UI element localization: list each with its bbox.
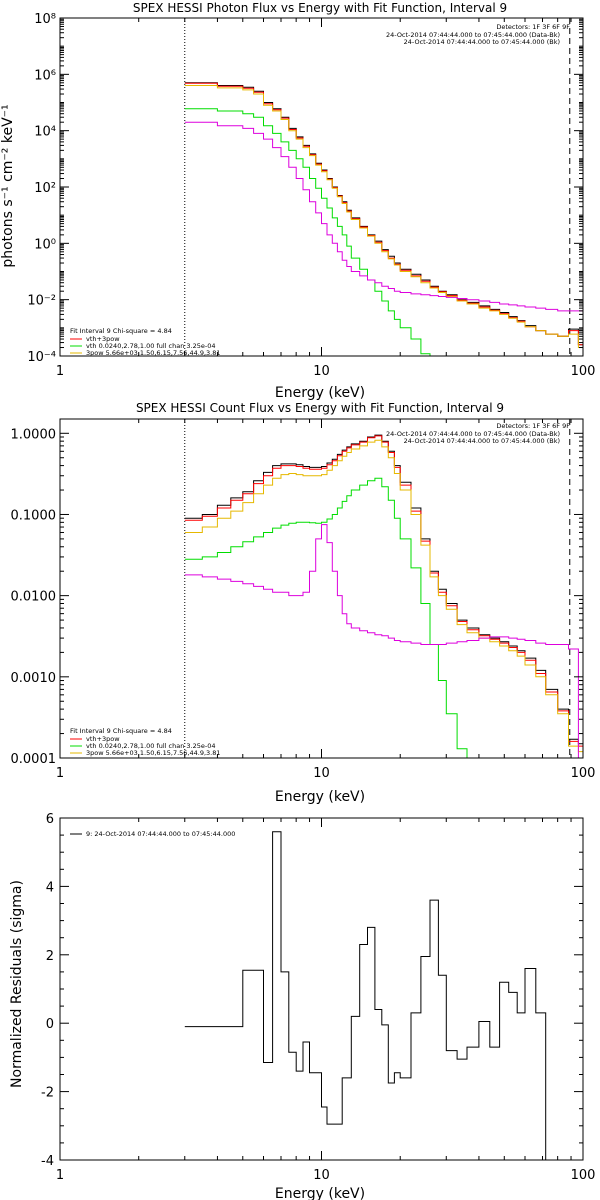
series-line-3: [184, 477, 583, 758]
y-tick-label: 10⁴: [34, 125, 56, 140]
legend-fit-function: vth+3pow: [86, 735, 120, 743]
y-tick-label: 2: [46, 949, 54, 964]
legend-top-right: Detectors: 1F 3F 6F 9F 24-Oct-2014 07:44…: [386, 23, 570, 46]
legend: 9: 24-Oct-2014 07:44:44.000 to 07:45:44.…: [70, 830, 235, 838]
y-tick-label: 0.0001: [11, 752, 57, 767]
axes: 1 10 100 0.0001 0.0010 0.0100 0.1000 1.0000: [11, 418, 596, 781]
y-tick-label: -4: [41, 1154, 54, 1169]
legend-detectors: Detectors: 1F 3F 6F 9F: [496, 23, 570, 31]
legend-bottom-left: Fit Interval 9 Chi-square = 4.84 vth+3po…: [70, 327, 221, 357]
plot-frame: [59, 17, 584, 357]
series-line-1: [184, 82, 583, 346]
x-tick-label: 100: [571, 1168, 596, 1183]
series-group: [184, 831, 583, 1160]
series-line-1: [184, 435, 583, 747]
series-line-2: [184, 439, 583, 753]
axes: 1 10 100 10⁻⁴ 10⁻² 10⁰ 10² 10⁴ 10⁶ 10⁸: [27, 12, 595, 379]
residuals-panel: 1 10 100 -4 -2 0 2 4 6 Energy (keV) Normalized R…: [9, 812, 595, 1200]
x-axis-label: Energy (keV): [275, 1186, 365, 1200]
fit-info: Fit Interval 9 Chi-square = 4.84: [70, 727, 172, 735]
x-tick-label: 100: [571, 766, 596, 781]
y-axis-label: Normalized Residuals (sigma): [9, 880, 25, 1088]
legend-vth: vth 0.0240,2.78,1.00 full chan 3.25e-04: [86, 342, 216, 350]
legend-bk: 24-Oct-2014 07:44:44.000 to 07:45:44.000…: [404, 437, 560, 445]
y-tick-label: 1.0000: [11, 427, 57, 442]
legend-vth: vth 0.0240,2.78,1.00 full chan 3.25e-04: [86, 742, 216, 750]
x-tick-label: 100: [571, 364, 596, 379]
series-line-2: [184, 85, 583, 348]
y-axis-label: photons s⁻¹ cm⁻² keV⁻¹: [0, 104, 16, 267]
plot-frame: [59, 817, 584, 1161]
legend-3pow: 3pow 5.66e+03,1.50,6.15,7.56,44.9,3.81: [86, 349, 221, 357]
x-tick-label: 10: [313, 364, 330, 379]
chart-title: SPEX HESSI Photon Flux vs Energy with Fi…: [133, 1, 507, 15]
y-tick-label: 0.0010: [11, 671, 57, 686]
legend-top-right: Detectors: 1F 3F 6F 9F 24-Oct-2014 07:44…: [386, 422, 570, 445]
x-tick-label: 1: [56, 766, 64, 781]
legend-detectors: Detectors: 1F 3F 6F 9F: [496, 422, 570, 430]
y-tick-label: 6: [46, 812, 54, 827]
legend-data-bk: 24-Oct-2014 07:44:44.000 to 07:45:44.000…: [386, 430, 560, 438]
y-tick-label: 10⁸: [34, 12, 56, 27]
series-line-4: [184, 121, 583, 312]
y-tick-label: 10⁻²: [27, 294, 56, 309]
x-tick-label: 10: [313, 1168, 330, 1183]
legend-fit-function: vth+3pow: [86, 335, 120, 343]
series-group: [184, 419, 583, 758]
series-line-0: [184, 82, 583, 346]
y-tick-label: 10²: [34, 181, 56, 196]
legend-bk: 24-Oct-2014 07:44:44.000 to 07:45:44.000…: [404, 38, 560, 46]
x-tick-label: 1: [56, 1168, 64, 1183]
y-tick-label: 10⁰: [34, 237, 56, 252]
series-line-0: [184, 831, 583, 1160]
axes: 1 10 100 -4 -2 0 2 4 6: [41, 812, 595, 1183]
photon-flux-panel: SPEX HESSI Photon Flux vs Energy with Fi…: [0, 1, 595, 401]
fit-info: Fit Interval 9 Chi-square = 4.84: [70, 327, 172, 335]
x-tick-label: 10: [313, 766, 330, 781]
x-tick-label: 1: [56, 364, 64, 379]
y-tick-label: 10⁻⁴: [27, 350, 56, 365]
plot-frame: [59, 418, 584, 759]
y-tick-label: 0: [46, 1017, 54, 1032]
series-line-0: [184, 434, 583, 745]
y-tick-label: 10⁶: [34, 68, 56, 83]
y-tick-label: -2: [41, 1086, 54, 1101]
y-tick-label: 0.0100: [11, 590, 57, 605]
legend-interval: 9: 24-Oct-2014 07:44:44.000 to 07:45:44.…: [86, 830, 235, 838]
x-axis-label: Energy (keV): [275, 789, 365, 805]
series-line-3: [184, 108, 583, 356]
count-flux-panel: SPEX HESSI Count Flux vs Energy with Fit…: [11, 401, 596, 805]
y-tick-label: 4: [46, 880, 54, 895]
legend-bottom-left: Fit Interval 9 Chi-square = 4.84 vth+3po…: [70, 727, 221, 757]
x-axis-label: Energy (keV): [275, 385, 365, 401]
legend-data-bk: 24-Oct-2014 07:44:44.000 to 07:45:44.000…: [386, 31, 560, 39]
y-tick-label: 0.1000: [11, 508, 57, 523]
series-line-4: [184, 524, 583, 758]
series-group: [184, 18, 583, 356]
chart-title: SPEX HESSI Count Flux vs Energy with Fit…: [136, 401, 504, 415]
legend-3pow: 3pow 5.66e+03,1.50,6.15,7.56,44.9,3.81: [86, 749, 221, 757]
